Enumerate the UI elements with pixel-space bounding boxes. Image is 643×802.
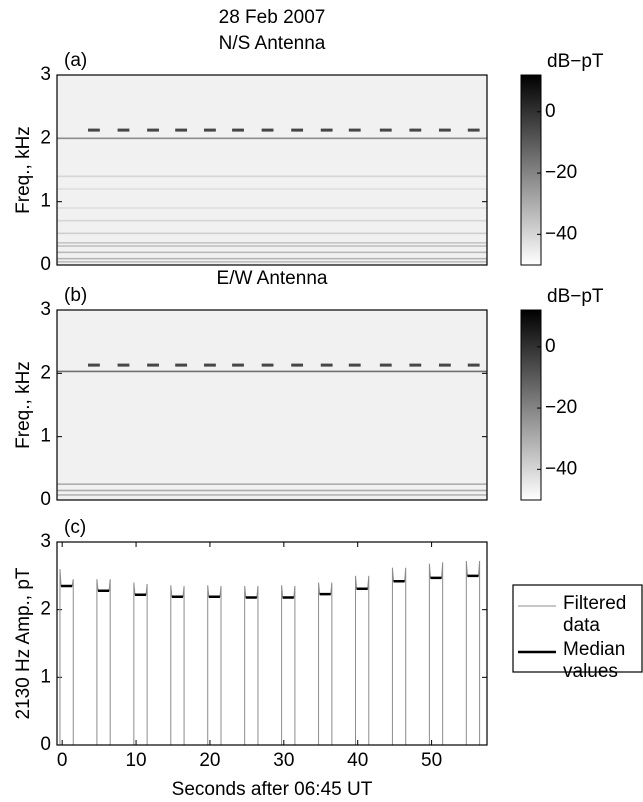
pulse (409, 363, 422, 367)
tone-line (57, 494, 487, 496)
panel-title: N/S Antenna (219, 33, 326, 54)
pulse (147, 363, 159, 367)
panel-label: (c) (64, 517, 86, 538)
tone-line (57, 489, 487, 492)
pulse (88, 128, 100, 132)
colorbar-label: dB−pT (547, 51, 604, 72)
pulse (117, 363, 130, 367)
pulse (348, 363, 361, 367)
y-tick-label: 1 (40, 666, 51, 687)
colorbar-tick-label: −40 (545, 223, 577, 244)
plot-frame (56, 74, 488, 266)
pulse (175, 363, 188, 367)
pulse (261, 128, 274, 132)
pulse (232, 363, 244, 367)
pulse (291, 128, 304, 132)
tone-line (57, 219, 487, 222)
y-tick-label: 0 (40, 489, 51, 510)
pulse (117, 128, 130, 132)
y-tick-label: 2 (40, 599, 51, 620)
colorbar-tick-label: 0 (545, 336, 556, 357)
pulse (88, 363, 100, 367)
tone-line (57, 257, 487, 260)
y-tick-label: 2 (40, 362, 51, 383)
legend-label: Filtered data (563, 593, 627, 636)
x-tick-label: 20 (199, 750, 220, 771)
tone-line (57, 483, 487, 485)
y-axis-label: Freq., kHz (13, 361, 34, 449)
pulse (348, 128, 361, 132)
x-tick-label: 0 (57, 750, 68, 771)
x-axis-label: Seconds after 06:45 UT (172, 779, 373, 800)
pulse (438, 363, 451, 367)
y-tick-label: 1 (40, 426, 51, 447)
colorbar (520, 309, 542, 501)
pulse (379, 128, 392, 132)
panel-title: E/W Antenna (217, 268, 328, 289)
pulse (467, 128, 480, 132)
colorbar (520, 74, 542, 266)
colorbar-label: dB−pT (547, 286, 604, 307)
colorbar-tick-label: −20 (545, 397, 577, 418)
pulse (232, 128, 244, 132)
y-tick-label: 3 (40, 299, 51, 320)
y-tick-label: 2 (40, 127, 51, 148)
pulse (261, 363, 274, 367)
tone-line (57, 175, 487, 178)
pulse (291, 363, 304, 367)
colorbar-tick-label: −20 (545, 162, 577, 183)
pulse (467, 363, 480, 367)
y-axis-label: 2130 Hz Amp., pT (13, 567, 34, 719)
tone-line (57, 261, 487, 263)
legend-label: Median values (563, 639, 626, 682)
figure-title: 28 Feb 2007 (219, 7, 326, 28)
y-tick-label: 3 (40, 64, 51, 85)
x-tick-label: 40 (347, 750, 368, 771)
series-line (59, 560, 487, 746)
series-line (61, 574, 479, 599)
plot-background (57, 75, 487, 265)
x-tick-label: 30 (273, 750, 294, 771)
y-axis-label: Freq., kHz (13, 126, 34, 214)
tone-line (57, 245, 487, 247)
plot-frame (56, 541, 488, 746)
x-tick-label: 50 (421, 750, 442, 771)
y-tick-label: 0 (40, 734, 51, 755)
pulse (147, 128, 159, 132)
y-tick-label: 0 (40, 254, 51, 275)
pulse (409, 128, 422, 132)
y-tick-label: 1 (40, 191, 51, 212)
legend-box (512, 584, 643, 673)
pulse (320, 128, 333, 132)
pulse (204, 363, 216, 367)
pulse (438, 128, 451, 132)
colorbar-tick-label: 0 (545, 101, 556, 122)
colorbar-tick-label: −40 (545, 458, 577, 479)
tone-line (57, 370, 487, 373)
tone-line (57, 207, 487, 209)
pulse (204, 128, 216, 132)
tone-line (57, 137, 487, 140)
tone-line (57, 232, 487, 235)
panel-label: (a) (64, 50, 87, 71)
plot-background (57, 310, 487, 500)
y-tick-label: 3 (40, 531, 51, 552)
tone-line (57, 242, 487, 244)
pulse (175, 128, 188, 132)
tone-line (57, 251, 487, 254)
plot-frame (56, 309, 488, 501)
x-tick-label: 10 (125, 750, 146, 771)
pulse (320, 363, 333, 367)
pulse (379, 363, 392, 367)
tone-line (57, 188, 487, 190)
panel-label: (b) (64, 285, 87, 306)
